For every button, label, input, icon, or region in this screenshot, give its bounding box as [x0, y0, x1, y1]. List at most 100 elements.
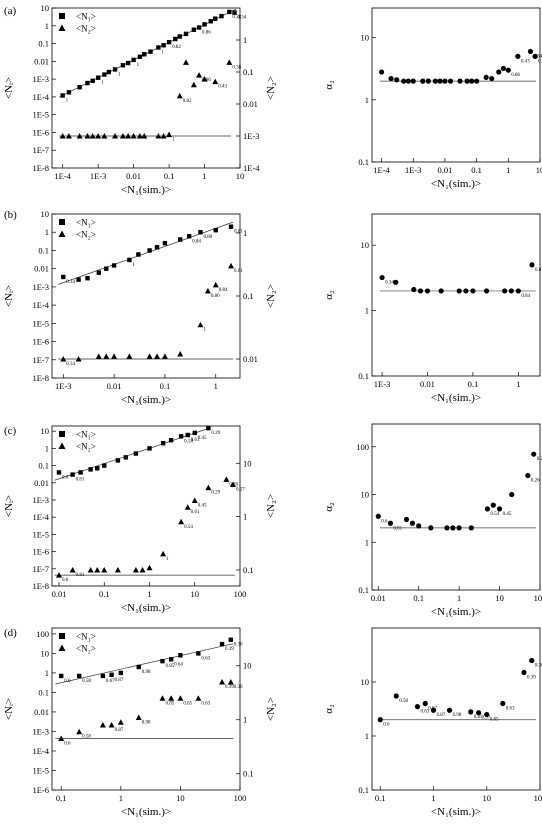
- y2-tick-label: 10: [243, 458, 252, 468]
- x-tick-label: 10: [191, 589, 200, 599]
- point-label: 0.86: [202, 31, 211, 36]
- data-point: [420, 78, 426, 84]
- point-label: 0.34: [66, 280, 75, 285]
- data-point: [112, 133, 119, 139]
- y-axis-label: α₂: [323, 502, 335, 512]
- point-label: 0.45: [198, 436, 207, 441]
- data-point: [505, 67, 511, 73]
- y-tick-label: 1: [45, 668, 49, 678]
- point-label: 0.61: [234, 230, 243, 235]
- y-tick-label: 0.01: [34, 56, 49, 66]
- y2-axis-label: <N₂>: [265, 284, 277, 308]
- point-label: 1: [118, 72, 121, 77]
- legend-entry: <N₂>: [76, 230, 96, 240]
- data-point: [202, 22, 207, 27]
- point-label: 1: [172, 138, 175, 143]
- data-point: [190, 81, 197, 88]
- data-point: [496, 69, 502, 75]
- data-point: [219, 641, 225, 647]
- x-tick-label: 0.1: [471, 165, 482, 175]
- data-point: [219, 679, 226, 685]
- y-tick-label: 1: [45, 21, 49, 31]
- data-point: [160, 441, 166, 446]
- legend-marker-square: [59, 13, 65, 19]
- data-point: [378, 69, 385, 75]
- data-point: [146, 353, 153, 359]
- data-point: [154, 353, 161, 359]
- data-point: [457, 78, 463, 84]
- point-label: 0.54: [184, 525, 193, 530]
- y-tick-label: 0.1: [358, 371, 369, 381]
- x-tick-label: 0.1: [413, 593, 424, 603]
- point-label: 0.27: [537, 457, 542, 462]
- data-point: [393, 693, 399, 699]
- y2-axis-label: <N₂>: [265, 697, 277, 721]
- point-label: 0.63: [506, 706, 515, 711]
- data-point: [173, 36, 178, 42]
- y-tick-label: 0.1: [38, 245, 49, 255]
- y-axis-label: <Nᵢ>: [3, 495, 15, 517]
- point-label: 0.85: [183, 701, 192, 706]
- data-point: [59, 673, 64, 679]
- data-point: [69, 566, 76, 573]
- data-point: [515, 288, 521, 294]
- y-tick-label: 1E-4: [32, 512, 49, 522]
- data-point: [178, 653, 183, 658]
- data-point: [226, 59, 233, 65]
- data-point: [132, 566, 139, 573]
- data-point: [99, 721, 106, 728]
- data-point: [410, 78, 416, 84]
- x-tick-label: 0.01: [126, 171, 141, 181]
- data-point: [447, 78, 454, 84]
- data-point: [394, 77, 400, 83]
- data-point: [106, 69, 112, 75]
- data-point: [532, 53, 538, 59]
- y-axis-label: α₂: [323, 704, 335, 714]
- data-point: [125, 133, 132, 139]
- y-tick-label: 0.1: [38, 687, 49, 697]
- data-point: [60, 356, 67, 362]
- data-point: [182, 59, 189, 65]
- point-label: 0.85: [165, 664, 174, 669]
- data-point: [195, 695, 202, 701]
- legend-entry: <N₁>: [76, 218, 96, 228]
- y-tick-label: 1: [365, 95, 369, 105]
- data-point: [508, 288, 514, 294]
- data-point: [111, 263, 117, 268]
- point-label: 0.38: [538, 59, 542, 64]
- point-label: 0.39: [225, 685, 234, 690]
- y-tick-label: 1E-7: [32, 564, 49, 574]
- x-tick-label: 1E-3: [55, 381, 72, 391]
- point-label: 0.34: [533, 54, 542, 59]
- point-label: 0.38: [232, 65, 241, 70]
- data-point: [463, 288, 469, 294]
- data-point: [76, 277, 81, 282]
- data-point: [500, 700, 506, 707]
- point-label: 0.54: [490, 512, 499, 517]
- data-point: [521, 669, 527, 676]
- data-point: [59, 133, 66, 139]
- data-point: [470, 288, 476, 294]
- point-label: 0.63: [201, 701, 210, 706]
- x-tick-label: 100: [534, 793, 542, 803]
- data-point: [531, 451, 537, 457]
- y-axis-label: α₂: [323, 290, 335, 300]
- data-point: [85, 80, 90, 86]
- legend-marker-square: [59, 431, 65, 437]
- data-point: [109, 672, 114, 677]
- data-point: [205, 484, 212, 491]
- point-label: 0.61: [234, 269, 243, 274]
- data-point: [191, 27, 197, 32]
- point-label: 0.34: [385, 281, 394, 286]
- x-tick-label: 1: [506, 165, 510, 175]
- data-point: [184, 504, 191, 510]
- data-point: [89, 133, 96, 139]
- data-point: [133, 451, 139, 456]
- x-tick-label: 1: [202, 171, 206, 181]
- data-point: [108, 721, 115, 728]
- point-label: 1: [132, 263, 135, 268]
- plot-frame: [371, 627, 541, 791]
- legend-entry: <N₁>: [76, 430, 96, 440]
- point-label: 0.6: [383, 723, 390, 728]
- point-label: 0.6: [62, 578, 69, 583]
